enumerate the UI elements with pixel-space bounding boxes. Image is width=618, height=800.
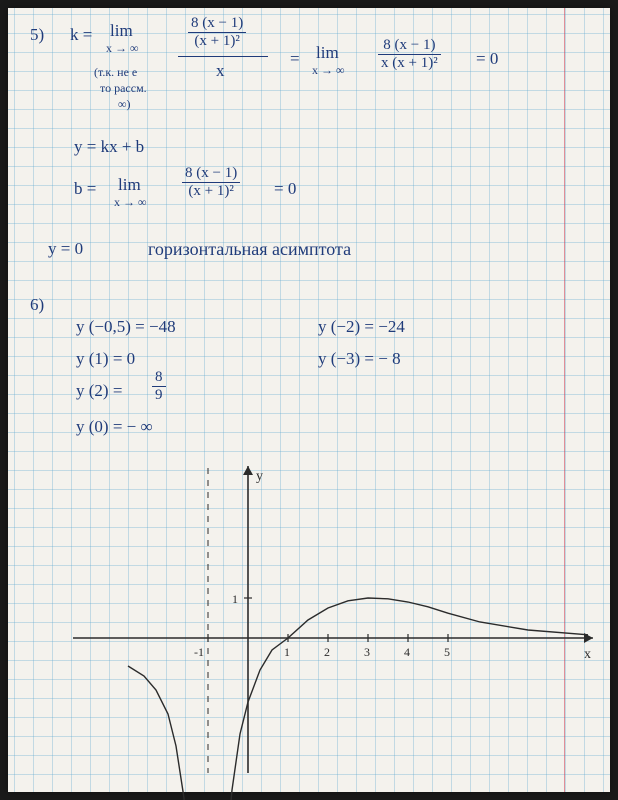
sec6-label: 6) [30, 296, 44, 313]
svg-text:4: 4 [404, 645, 410, 659]
frac89-den: 9 [152, 387, 166, 403]
sec5-k-eq: k = [70, 26, 92, 43]
function-graph: -1 1 2 3 4 5 1 y x [68, 458, 598, 778]
sec6-value: y (−2) = −24 [318, 318, 405, 335]
sec5-ykxb: y = kx + b [74, 138, 144, 155]
sec5-lim2-sub: x → ∞ [312, 64, 345, 76]
sec5-label: 5) [30, 26, 44, 43]
sec5-over-x: x [216, 62, 225, 79]
frac2-den: x (x + 1)² [378, 55, 441, 71]
svg-text:5: 5 [444, 645, 450, 659]
sec5-lim1-sub: x → ∞ [106, 42, 139, 54]
sec5-asymp: горизонтальная асимптота [148, 240, 351, 258]
sec5-b-eq0: = 0 [274, 180, 296, 197]
sec5-frac3: 8 (x − 1) (x + 1)² [180, 166, 242, 199]
frac89-num: 8 [152, 370, 166, 387]
frac1: 8 (x − 1) (x + 1)² [188, 16, 246, 49]
sec5-eq0: = 0 [476, 50, 498, 67]
sec5-bigfrac-line [178, 56, 268, 57]
sec5-note3: ∞) [118, 98, 131, 110]
svg-text:3: 3 [364, 645, 370, 659]
sec5-eq1: = [290, 50, 300, 67]
frac1-den: (x + 1)² [188, 33, 246, 49]
frac1-num: 8 (x − 1) [188, 16, 246, 33]
frac2: 8 (x − 1) x (x + 1)² [378, 38, 441, 71]
frac3-num: 8 (x − 1) [182, 166, 240, 183]
handwriting-content: 5) k = lim x → ∞ 8 (x − 1) (x + 1)² x = … [8, 8, 610, 792]
sec6-value: y (1) = 0 [76, 350, 135, 367]
frac3-den: (x + 1)² [182, 183, 240, 199]
sec5-lim3-sub: x → ∞ [114, 196, 147, 208]
notebook-page: 5) k = lim x → ∞ 8 (x − 1) (x + 1)² x = … [8, 8, 610, 792]
svg-text:y: y [256, 469, 263, 484]
sec6-frac89: 8 9 [150, 370, 168, 403]
sec5-beq: b = [74, 180, 96, 197]
sec5-lim3: lim [118, 176, 141, 193]
svg-text:-1: -1 [194, 645, 204, 659]
svg-text:x: x [584, 647, 591, 662]
sec5-lim2: lim [316, 44, 339, 61]
sec5-frac2: 8 (x − 1) x (x + 1)² [376, 38, 443, 71]
sec5-note2: то рассм. [100, 82, 147, 94]
svg-text:1: 1 [284, 645, 290, 659]
svg-text:1: 1 [232, 592, 238, 606]
sec6-value: y (0) = − ∞ [76, 418, 153, 435]
sec6-value: y (2) = [76, 382, 122, 399]
frac89: 8 9 [152, 370, 166, 403]
frac2-num: 8 (x − 1) [378, 38, 441, 55]
sec5-y0: y = 0 [48, 240, 83, 257]
sec5-note1: (т.к. не e [94, 66, 137, 78]
sec5-frac1: 8 (x − 1) (x + 1)² [186, 16, 248, 49]
sec5-lim1: lim [110, 22, 133, 39]
sec6-value: y (−0,5) = −48 [76, 318, 176, 335]
frac3: 8 (x − 1) (x + 1)² [182, 166, 240, 199]
sec6-value: y (−3) = − 8 [318, 350, 401, 367]
svg-text:2: 2 [324, 645, 330, 659]
